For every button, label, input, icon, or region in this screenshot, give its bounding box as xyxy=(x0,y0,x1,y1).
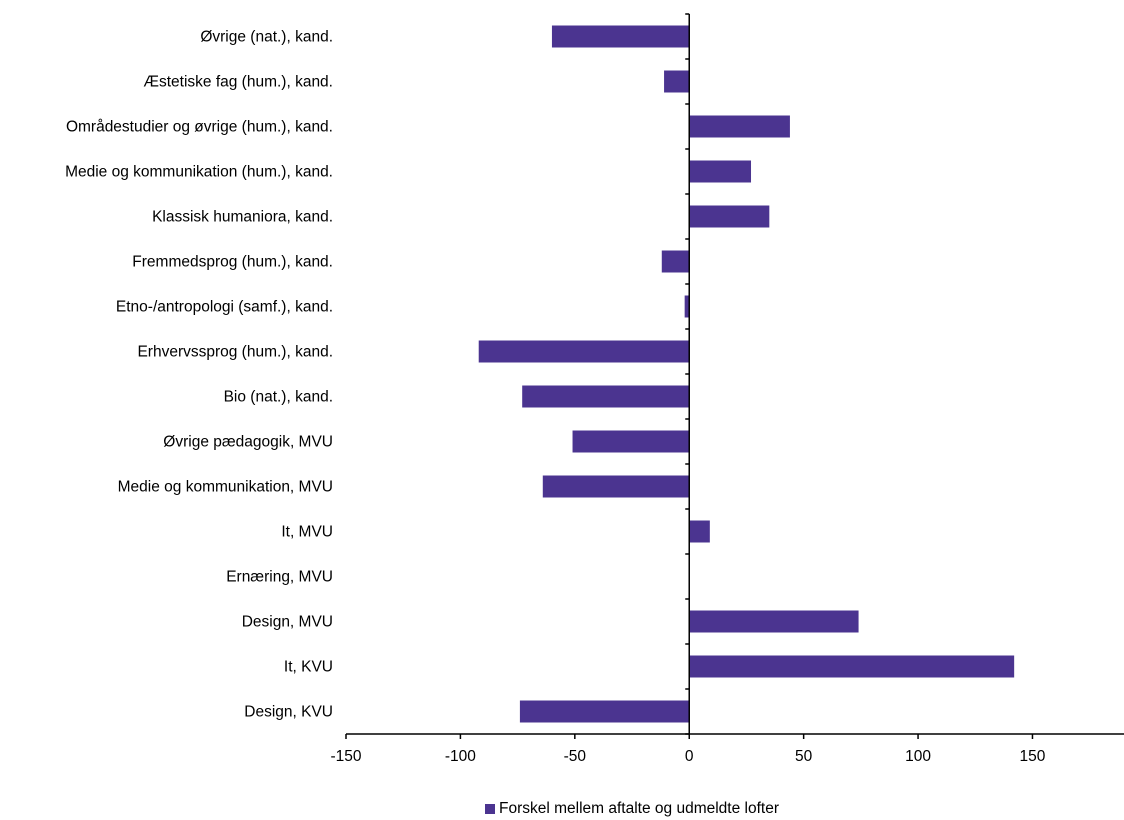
category-label: Klassisk humaniora, kand. xyxy=(152,209,333,226)
x-tick-label: -50 xyxy=(564,748,587,765)
x-tick-label: 50 xyxy=(795,748,813,765)
bar-chart: Øvrige (nat.), kand. Æstetiske fag (hum.)… xyxy=(65,13,1124,765)
x-tick-label: 100 xyxy=(905,748,931,765)
bar xyxy=(522,385,690,408)
category-label: Bio (nat.), kand. xyxy=(224,389,333,406)
bar xyxy=(519,700,690,723)
x-tick-label: -100 xyxy=(445,748,476,765)
bar xyxy=(542,475,690,498)
category-label: Design, KVU xyxy=(244,704,333,721)
category-label: Æstetiske fag (hum.), kand. xyxy=(143,74,333,91)
legend-label: Forskel mellem aftalte og udmeldte lofte… xyxy=(499,800,779,817)
bar xyxy=(661,250,690,273)
x-tick-label: 150 xyxy=(1020,748,1046,765)
bar xyxy=(664,70,690,93)
category-label: Ernæring, MVU xyxy=(226,569,333,586)
category-label: Etno-/antropologi (samf.), kand. xyxy=(116,299,333,316)
category-label: Design, MVU xyxy=(242,614,333,631)
legend-swatch xyxy=(485,804,495,814)
bar xyxy=(689,160,752,183)
bars-group xyxy=(478,25,1015,723)
category-label: Øvrige (nat.), kand. xyxy=(200,29,333,46)
x-tick-label: -150 xyxy=(330,748,361,765)
bar xyxy=(478,340,690,363)
category-label: Fremmedsprog (hum.), kand. xyxy=(132,254,333,271)
category-label: It, MVU xyxy=(281,524,333,541)
category-label: Medie og kommunikation (hum.), kand. xyxy=(65,164,333,181)
category-label: Medie og kommunikation, MVU xyxy=(118,479,333,496)
bar xyxy=(689,520,710,543)
category-label: Erhvervssprog (hum.), kand. xyxy=(137,344,333,361)
bar xyxy=(689,205,770,228)
bar xyxy=(689,115,790,138)
category-label: Områdestudier og øvrige (hum.), kand. xyxy=(66,119,333,136)
bar xyxy=(551,25,690,48)
bar xyxy=(572,430,690,453)
category-label: It, KVU xyxy=(284,659,333,676)
x-tick-label: 0 xyxy=(685,748,694,765)
bar xyxy=(689,610,859,633)
x-axis-ticks: -150 -100 -50 0 50 100 150 xyxy=(330,734,1046,765)
category-labels: Øvrige (nat.), kand. Æstetiske fag (hum.)… xyxy=(65,29,333,721)
category-label: Øvrige pædagogik, MVU xyxy=(163,434,333,451)
legend: Forskel mellem aftalte og udmeldte lofte… xyxy=(485,800,779,818)
bar xyxy=(684,295,690,318)
bar xyxy=(689,655,1015,678)
